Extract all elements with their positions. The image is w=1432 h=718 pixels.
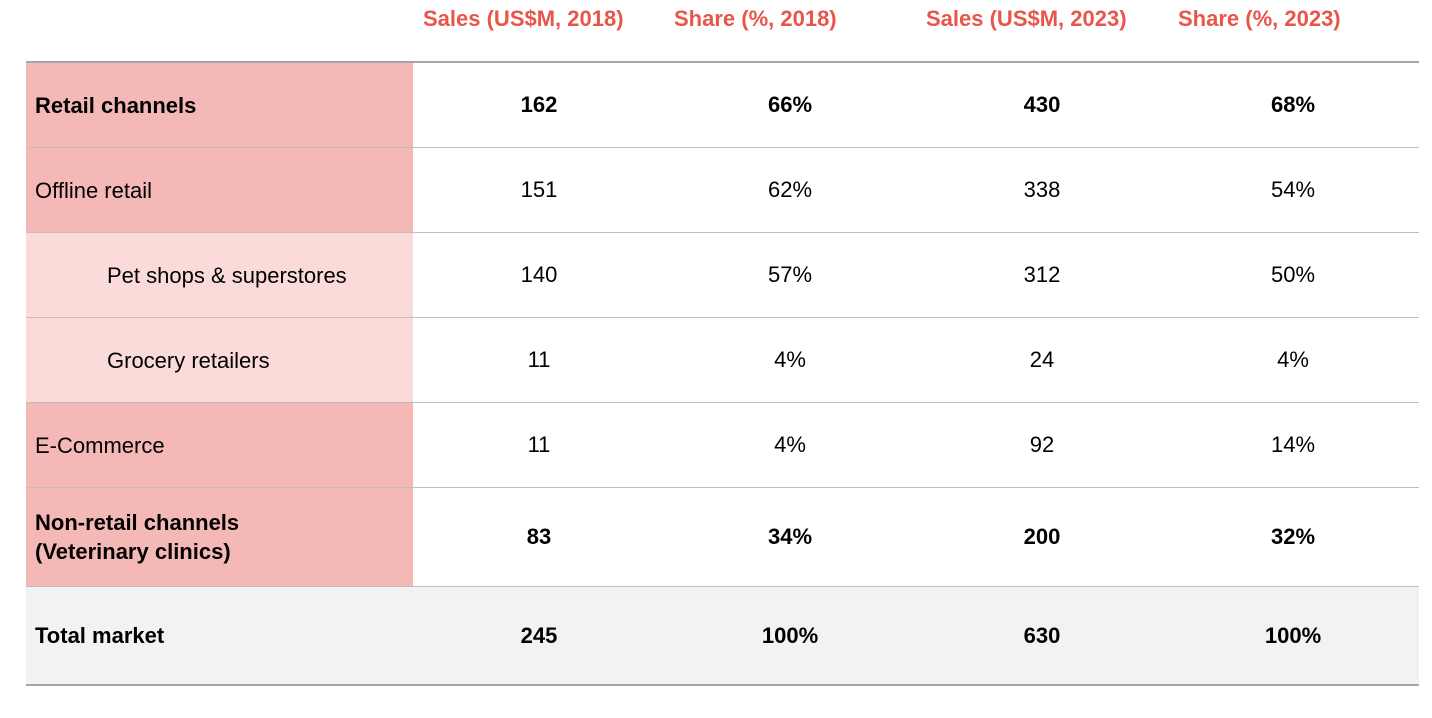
cell-sales-2018: 11 — [527, 347, 551, 372]
cell-share-2018: 66% — [767, 92, 813, 117]
cell-sales-2023: 200 — [1023, 524, 1061, 549]
row-label-line-1: Non-retail channels — [35, 510, 240, 535]
cell-sales-2018: 245 — [520, 622, 558, 648]
cell-sales-2023: 92 — [1029, 432, 1055, 457]
table-header: Sales (US$M, 2018) Share (%, 2018) Sales… — [0, 0, 1432, 44]
cell-sales-2023: 338 — [1023, 177, 1061, 202]
cell-sales-2018: 11 — [527, 432, 551, 457]
row-label: Non-retail channels (Veterinary clinics) — [26, 488, 413, 586]
cell-sales-2018: 151 — [520, 177, 558, 202]
cell-share-2018: 34% — [767, 524, 813, 549]
header-divider — [26, 61, 1419, 63]
cell-sales-2023: 24 — [1029, 347, 1055, 372]
cell-share-2018: 57% — [767, 262, 813, 287]
row-label: Pet shops & superstores — [26, 233, 413, 317]
table-row-grocery-retailers: Grocery retailers 11 4% 24 4% — [26, 318, 1419, 403]
table-row-offline-retail: Offline retail 151 62% 338 54% — [26, 148, 1419, 233]
row-label: Total market — [35, 623, 165, 648]
cell-share-2023: 100% — [1264, 622, 1322, 648]
table-row-pet-shops: Pet shops & superstores 140 57% 312 50% — [26, 233, 1419, 318]
cell-share-2018: 4% — [774, 347, 806, 372]
column-header-sales-2018: Sales (US$M, 2018) — [423, 6, 624, 31]
row-label: Offline retail — [26, 148, 413, 232]
cell-sales-2023: 630 — [1023, 622, 1061, 648]
row-label: Retail channels — [26, 63, 413, 147]
cell-sales-2023: 430 — [1023, 92, 1061, 117]
cell-share-2018: 4% — [774, 432, 806, 457]
row-label: Grocery retailers — [26, 318, 413, 402]
row-label-line-2: (Veterinary clinics) — [35, 539, 231, 564]
cell-sales-2018: 140 — [520, 262, 558, 287]
cell-share-2023: 50% — [1270, 262, 1316, 287]
table-row-e-commerce: E-Commerce 11 4% 92 14% — [26, 403, 1419, 488]
row-label: E-Commerce — [26, 403, 413, 487]
column-header-share-2023: Share (%, 2023) — [1178, 6, 1341, 31]
table-row-non-retail-channels: Non-retail channels (Veterinary clinics)… — [26, 488, 1419, 587]
sales-table: Retail channels 162 66% 430 68% Offline … — [26, 63, 1419, 686]
cell-share-2018: 62% — [767, 177, 813, 202]
column-header-sales-2023: Sales (US$M, 2023) — [926, 6, 1127, 31]
table-row-retail-channels: Retail channels 162 66% 430 68% — [26, 63, 1419, 148]
cell-share-2023: 68% — [1270, 92, 1316, 117]
column-header-share-2018: Share (%, 2018) — [674, 6, 837, 31]
cell-sales-2018: 83 — [526, 524, 552, 549]
cell-sales-2018: 162 — [520, 92, 558, 117]
cell-share-2023: 14% — [1270, 432, 1316, 457]
cell-share-2023: 32% — [1270, 524, 1316, 549]
cell-share-2023: 4% — [1277, 347, 1309, 372]
table-row-total-market: Total market 245 100% 630 100% — [26, 587, 1419, 686]
cell-share-2023: 54% — [1270, 177, 1316, 202]
cell-sales-2023: 312 — [1023, 262, 1061, 287]
cell-share-2018: 100% — [761, 622, 819, 648]
